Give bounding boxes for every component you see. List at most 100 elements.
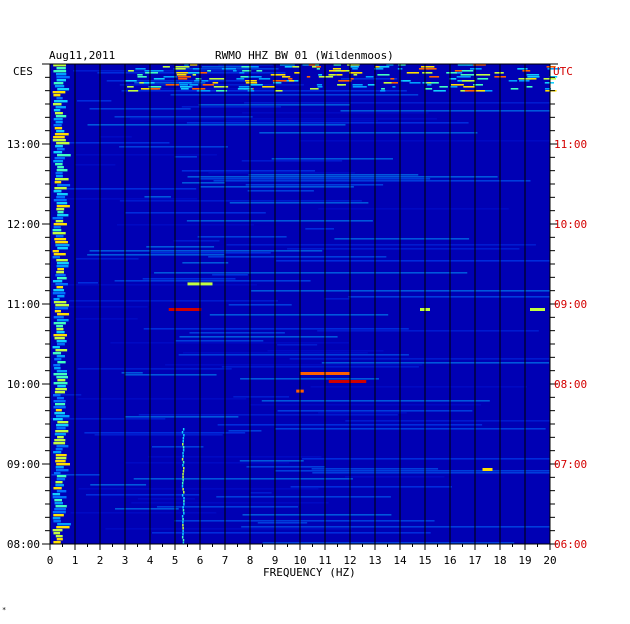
spectrogram-streak: [148, 456, 322, 458]
spectrogram-streak: [250, 492, 272, 494]
high-energy-band: [353, 74, 358, 76]
high-energy-band: [398, 64, 406, 66]
high-energy-band: [332, 68, 341, 70]
high-energy-band: [311, 64, 320, 66]
spectrogram-streak: [242, 112, 429, 114]
high-energy-band: [446, 72, 457, 74]
x-tick-label: 0: [47, 554, 54, 567]
high-energy-band: [547, 68, 561, 70]
high-energy-band: [381, 88, 385, 90]
spectrogram-streak: [181, 106, 282, 108]
tonal-line: [182, 449, 185, 452]
high-energy-band: [450, 84, 464, 86]
spectrogram-streak: [200, 186, 354, 188]
right-tick-label: 10:00: [554, 218, 587, 231]
tonal-line: [182, 509, 185, 512]
high-energy-band: [316, 66, 321, 68]
high-energy-band: [409, 82, 421, 84]
spectrogram-streak: [318, 412, 407, 414]
right-tick-label: 08:00: [554, 378, 587, 391]
high-energy-band: [427, 68, 437, 70]
low-frequency-band: [56, 325, 64, 328]
low-frequency-band: [53, 199, 67, 202]
high-energy-band: [346, 64, 360, 66]
spectrogram-streak: [187, 176, 498, 178]
low-frequency-band: [52, 346, 60, 349]
low-frequency-band: [55, 235, 64, 238]
low-frequency-band: [55, 454, 67, 457]
spectrogram-streak: [228, 304, 292, 306]
spectrogram-streak: [197, 236, 287, 238]
high-energy-band: [139, 82, 144, 84]
high-energy-band: [352, 86, 367, 88]
high-energy-band: [316, 68, 320, 70]
low-frequency-band: [53, 400, 66, 403]
low-frequency-band: [55, 484, 64, 487]
spectrogram-streak: [239, 460, 304, 462]
right-tick-marks: [550, 63, 558, 545]
spectrogram-streak: [152, 532, 431, 534]
spectrogram-streak: [85, 494, 200, 496]
x-tick-label: 16: [443, 554, 456, 567]
tonal-line: [183, 512, 185, 515]
low-frequency-band: [52, 103, 62, 106]
right-tick-label: 09:00: [554, 298, 587, 311]
high-energy-band: [336, 74, 343, 76]
x-tick-label: 12: [343, 554, 356, 567]
spectrogram-streak: [94, 434, 223, 436]
high-energy-band: [457, 64, 473, 66]
spectrogram-streak: [259, 132, 478, 134]
tonal-line: [182, 533, 184, 536]
spectrogram-streak: [317, 330, 539, 332]
spectrogram-streak: [74, 164, 116, 166]
tonal-line: [181, 485, 184, 488]
spectrogram-streak: [137, 498, 195, 500]
high-energy-band: [426, 82, 433, 84]
high-energy-band: [162, 66, 170, 68]
high-energy-band: [377, 74, 390, 76]
low-frequency-band: [54, 439, 66, 442]
low-frequency-band: [56, 277, 67, 280]
high-energy-band: [245, 80, 257, 82]
chart-title: RWMO HHZ BW 01 (Wildenmoos): [215, 49, 394, 62]
low-frequency-band: [55, 274, 66, 277]
x-tick-label: 18: [493, 554, 506, 567]
high-energy-band: [247, 90, 255, 92]
low-frequency-band: [53, 322, 66, 325]
low-frequency-band: [55, 466, 64, 469]
spectrogram-streak: [133, 478, 353, 480]
high-energy-band: [420, 66, 435, 68]
low-frequency-band: [56, 148, 65, 151]
tonal-line: [182, 455, 184, 458]
high-energy-band: [340, 70, 346, 72]
spectrogram-streak: [110, 342, 349, 344]
x-tick-label: 19: [518, 554, 531, 567]
left-tick-marks: [42, 63, 50, 545]
low-frequency-band: [56, 343, 65, 346]
high-energy-band: [309, 88, 319, 90]
spectrogram-streak: [151, 446, 204, 448]
high-energy-band: [189, 84, 199, 86]
high-energy-band: [127, 86, 134, 88]
low-frequency-band: [57, 88, 70, 91]
left-tick-label: 08:00: [7, 538, 40, 551]
low-frequency-band: [52, 352, 62, 355]
high-energy-band: [402, 80, 411, 82]
spectrogram-streak: [165, 364, 423, 366]
low-frequency-band: [53, 406, 66, 409]
high-energy-band: [163, 76, 177, 78]
low-frequency-band: [53, 118, 63, 121]
x-tick-label: 14: [393, 554, 407, 567]
low-frequency-band: [55, 457, 67, 460]
spectrogram-streak: [76, 258, 139, 260]
high-energy-band: [312, 66, 320, 68]
low-frequency-band: [52, 256, 60, 259]
low-frequency-band: [57, 385, 66, 388]
low-frequency-band: [56, 265, 69, 268]
low-frequency-band: [53, 70, 67, 73]
high-energy-band: [256, 70, 263, 72]
low-frequency-band: [55, 448, 63, 451]
frequency-gridlines: [49, 64, 551, 544]
low-frequency-band: [56, 475, 67, 478]
low-frequency-band: [52, 217, 64, 220]
